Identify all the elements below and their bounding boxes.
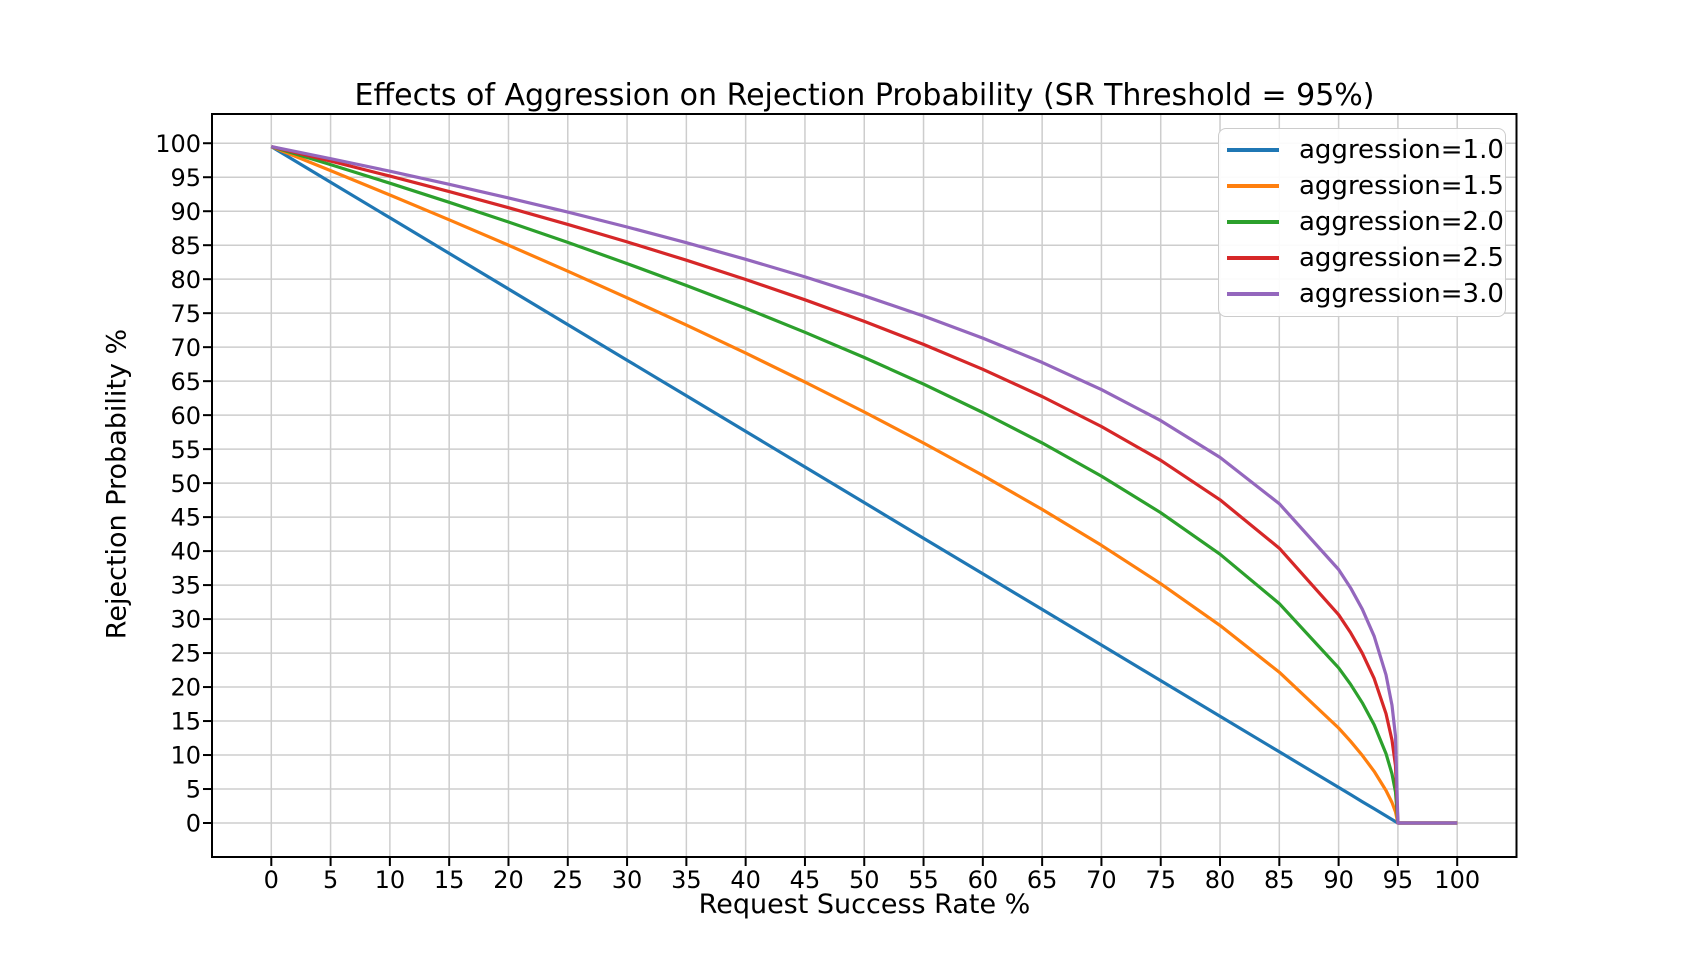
series-line-5 bbox=[270, 145, 1458, 825]
x-tick-label: 95 bbox=[1383, 866, 1414, 894]
y-tick-label: 90 bbox=[170, 198, 201, 226]
legend-item: aggression=3.0 bbox=[1219, 276, 1505, 312]
x-tick-label: 40 bbox=[730, 866, 761, 894]
x-tick-label: 35 bbox=[671, 866, 702, 894]
legend-label: aggression=1.5 bbox=[1299, 171, 1504, 201]
legend-line-swatch bbox=[1227, 256, 1279, 260]
x-tick-label: 80 bbox=[1205, 866, 1236, 894]
x-tick-label: 10 bbox=[375, 866, 406, 894]
y-axis-label: Rejection Probability % bbox=[101, 328, 133, 640]
legend-label: aggression=2.5 bbox=[1299, 243, 1504, 273]
x-tick-label: 30 bbox=[612, 866, 643, 894]
y-tick-label: 35 bbox=[170, 572, 201, 600]
series-line-3 bbox=[270, 145, 1458, 825]
legend-item: aggression=1.0 bbox=[1219, 132, 1505, 168]
legend-label: aggression=3.0 bbox=[1299, 279, 1504, 309]
y-tick-label: 0 bbox=[186, 810, 201, 838]
x-tick-label: 25 bbox=[552, 866, 583, 894]
legend: aggression=1.0 aggression=1.5 aggression=2… bbox=[1218, 128, 1506, 317]
y-tick-label: 100 bbox=[155, 130, 201, 158]
legend-label: aggression=1.0 bbox=[1299, 135, 1504, 165]
y-tick-label: 60 bbox=[170, 402, 201, 430]
y-tick-label: 45 bbox=[170, 504, 201, 532]
y-tick-label: 40 bbox=[170, 538, 201, 566]
y-tick-label: 95 bbox=[170, 164, 201, 192]
legend-item: aggression=2.5 bbox=[1219, 240, 1505, 276]
y-tick-label: 85 bbox=[170, 232, 201, 260]
legend-line-swatch bbox=[1227, 220, 1279, 224]
x-tick-label: 60 bbox=[968, 866, 999, 894]
x-tick-label: 15 bbox=[434, 866, 465, 894]
series-line-4 bbox=[270, 145, 1458, 825]
series-line-1 bbox=[270, 145, 1458, 825]
chart-title: Effects of Aggression on Rejection Proba… bbox=[354, 78, 1375, 113]
x-tick-label: 75 bbox=[1145, 866, 1176, 894]
x-tick-label: 5 bbox=[323, 866, 338, 894]
y-tick-label: 65 bbox=[170, 368, 201, 396]
y-tick-label: 55 bbox=[170, 436, 201, 464]
series-line-2 bbox=[270, 145, 1458, 825]
x-tick-label: 65 bbox=[1027, 866, 1058, 894]
legend-line-swatch bbox=[1227, 184, 1279, 188]
y-tick-label: 75 bbox=[170, 300, 201, 328]
y-tick-label: 80 bbox=[170, 266, 201, 294]
y-tick-label: 50 bbox=[170, 470, 201, 498]
y-tick-label: 70 bbox=[170, 334, 201, 362]
legend-item: aggression=1.5 bbox=[1219, 168, 1505, 204]
x-axis-label: Request Success Rate % bbox=[698, 889, 1031, 920]
y-tick-label: 25 bbox=[170, 640, 201, 668]
x-tick-label: 70 bbox=[1086, 866, 1117, 894]
legend-line-swatch bbox=[1227, 148, 1279, 152]
x-tick-label: 0 bbox=[264, 866, 279, 894]
x-tick-label: 45 bbox=[790, 866, 821, 894]
x-tick-label: 85 bbox=[1264, 866, 1295, 894]
x-tick-label: 50 bbox=[849, 866, 880, 894]
y-tick-label: 20 bbox=[170, 674, 201, 702]
x-tick-label: 90 bbox=[1323, 866, 1354, 894]
x-tick-label: 100 bbox=[1434, 866, 1480, 894]
y-tick-label: 15 bbox=[170, 708, 201, 736]
legend-label: aggression=2.0 bbox=[1299, 207, 1504, 237]
x-tick-label: 20 bbox=[493, 866, 524, 894]
y-tick-label: 5 bbox=[186, 776, 201, 804]
legend-line-swatch bbox=[1227, 292, 1279, 296]
legend-item: aggression=2.0 bbox=[1219, 204, 1505, 240]
y-tick-label: 30 bbox=[170, 606, 201, 634]
y-tick-label: 10 bbox=[170, 742, 201, 770]
x-tick-label: 55 bbox=[908, 866, 939, 894]
